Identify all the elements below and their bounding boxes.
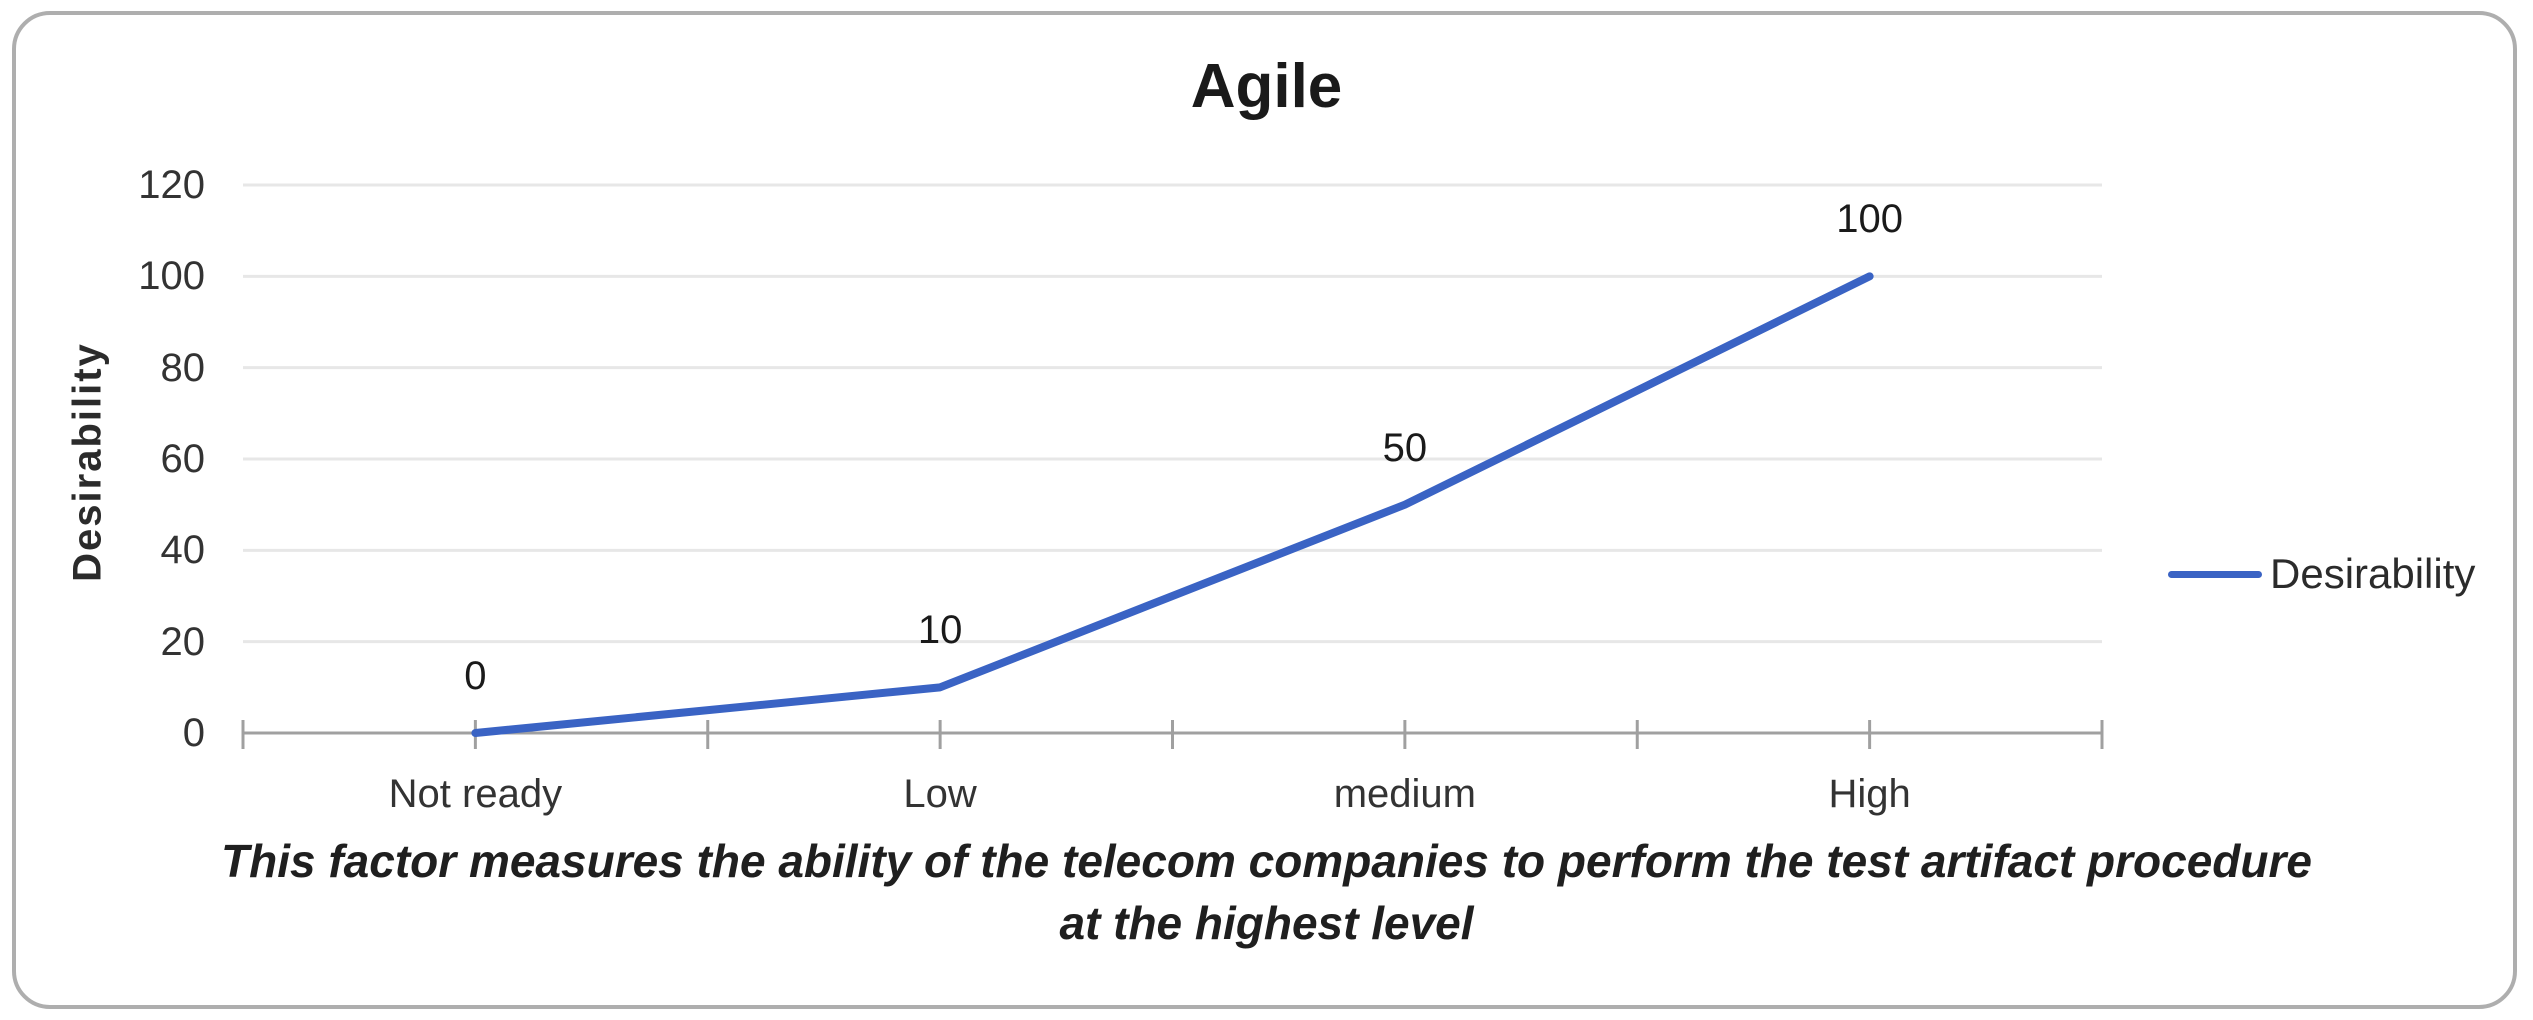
x-tick-label: Low: [903, 772, 977, 816]
x-tick-label: medium: [1333, 772, 1476, 816]
y-tick-label: 120: [138, 163, 205, 207]
caption-line-1: This factor measures the ability of the …: [221, 835, 2312, 887]
x-tick-label: High: [1828, 772, 1911, 816]
legend: Desirability: [2168, 546, 2475, 602]
legend-line-swatch: [2168, 570, 2262, 578]
x-tick-label: Not ready: [388, 772, 563, 816]
y-tick-label: 20: [160, 619, 206, 664]
caption: This factor measures the ability of the …: [0, 830, 2533, 954]
series-line-desirability: [471, 272, 1874, 737]
y-tick-label: 0: [182, 711, 205, 755]
data-label: 10: [917, 608, 963, 653]
y-tick-label: 40: [160, 528, 206, 573]
caption-line-2: at the highest level: [1059, 897, 1474, 949]
legend-label: Desirability: [2270, 550, 2476, 597]
y-tick-label: 80: [160, 345, 206, 390]
y-tick-label: 100: [138, 254, 205, 299]
data-label: 50: [1382, 425, 1428, 470]
chart-title: Agile: [1190, 52, 1343, 121]
y-tick-label: 60: [160, 437, 206, 481]
data-label: 100: [1836, 197, 1903, 242]
data-label: 0: [464, 654, 487, 698]
panel-border: [12, 11, 2517, 1009]
